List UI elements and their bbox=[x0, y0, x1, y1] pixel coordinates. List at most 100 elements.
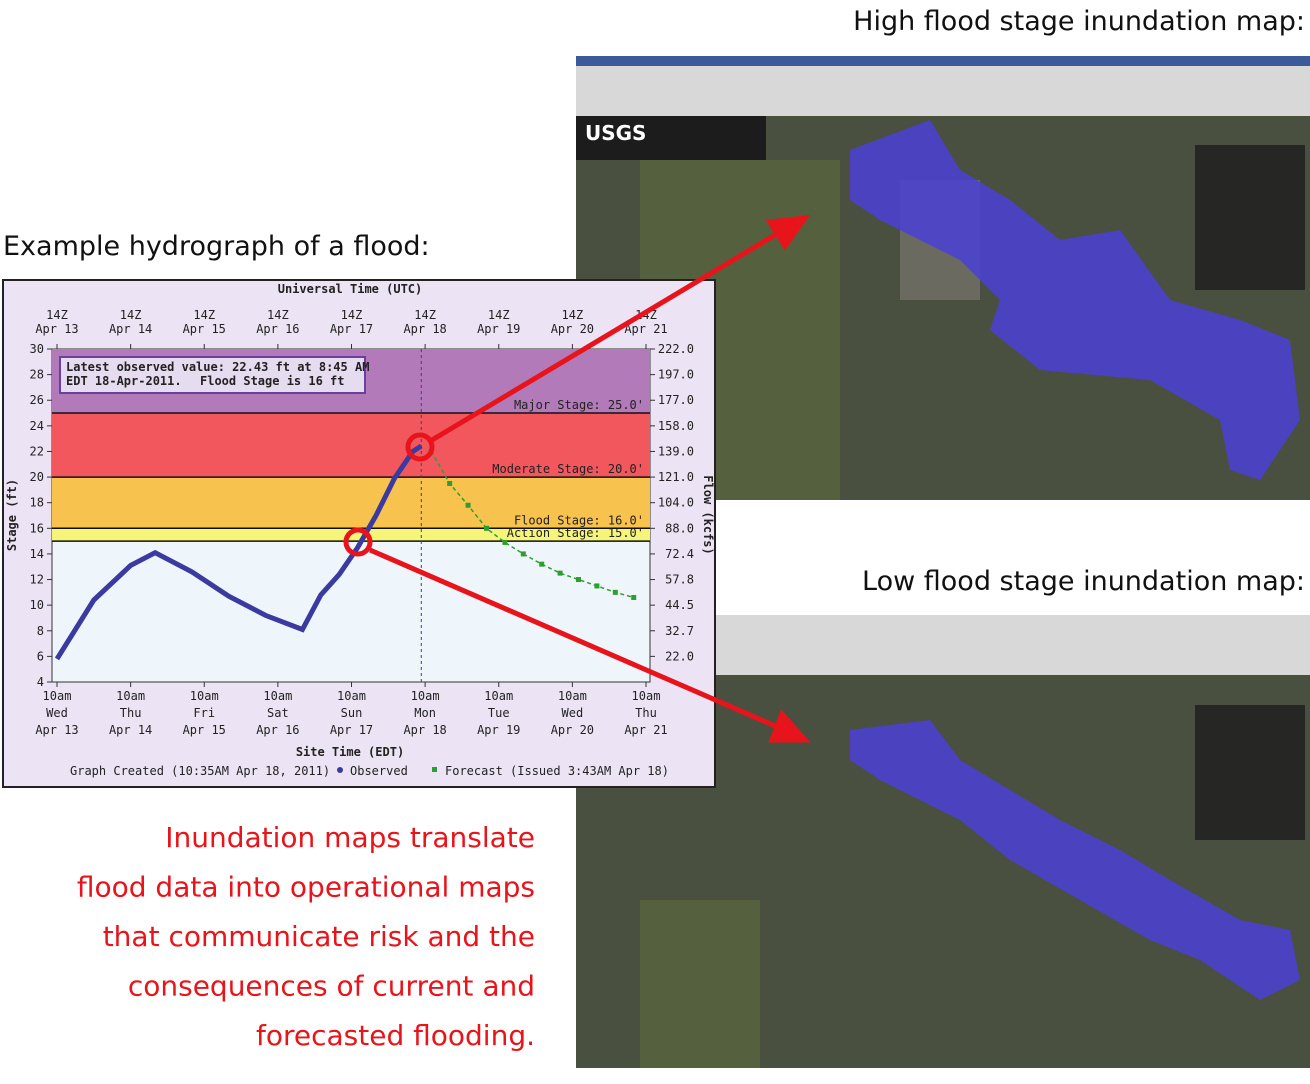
heading: Low flood stage inundation map: bbox=[862, 566, 1305, 597]
x-tick-label: 10am bbox=[116, 689, 145, 703]
x2-tick-label: Apr 13 bbox=[35, 322, 78, 336]
x2-tick-label: Apr 15 bbox=[183, 322, 226, 336]
x2-tick-label: 14Z bbox=[46, 308, 68, 322]
x2-tick-label: Apr 20 bbox=[551, 322, 594, 336]
forecast-point bbox=[594, 583, 600, 589]
x2-tick-label: 14Z bbox=[267, 308, 289, 322]
x-tick-label: Apr 14 bbox=[109, 723, 152, 737]
forecast-point bbox=[465, 502, 471, 508]
y-tick-label: 30 bbox=[30, 342, 44, 356]
y2-tick-label: 222.0 bbox=[658, 342, 694, 356]
forecast-point bbox=[557, 570, 563, 576]
forecast-point bbox=[502, 539, 508, 545]
x2-tick-label: 14Z bbox=[414, 308, 436, 322]
x-tick-label: Apr 15 bbox=[183, 723, 226, 737]
x-tick-label: Fri bbox=[193, 706, 215, 720]
svg-text:USGS: USGS bbox=[585, 121, 646, 145]
arrows bbox=[343, 214, 811, 743]
y-tick-label: 28 bbox=[30, 368, 44, 382]
y2-tick-label: 121.0 bbox=[658, 470, 694, 484]
x-tick-label: Apr 21 bbox=[624, 723, 667, 737]
caption-line: that communicate risk and the bbox=[103, 920, 535, 953]
x-axis-title: Site Time (EDT) bbox=[296, 745, 404, 759]
y-tick-label: 12 bbox=[30, 573, 44, 587]
legend-label: Observed bbox=[350, 764, 408, 778]
x2-tick-label: 14Z bbox=[488, 308, 510, 322]
y-tick-label: 6 bbox=[37, 649, 44, 663]
x-tick-label: Apr 20 bbox=[551, 723, 594, 737]
caption-line: flood data into operational maps bbox=[77, 871, 535, 904]
y-tick-label: 26 bbox=[30, 393, 44, 407]
y2-tick-label: 72.4 bbox=[665, 547, 694, 561]
forecast-point bbox=[576, 577, 582, 583]
x-tick-label: Thu bbox=[120, 706, 142, 720]
x2-tick-label: Apr 21 bbox=[624, 322, 667, 336]
y-tick-label: 16 bbox=[30, 521, 44, 535]
y-tick-label: 14 bbox=[30, 547, 44, 561]
annotation-note: Flood Stage is 16 ft bbox=[200, 374, 345, 388]
y2-tick-label: 139.0 bbox=[658, 444, 694, 458]
x-tick-label: 10am bbox=[263, 689, 292, 703]
annotation-line: EDT 18-Apr-2011. bbox=[66, 374, 182, 388]
x2-tick-label: 14Z bbox=[562, 308, 584, 322]
stage-label: Flood Stage: 16.0' bbox=[514, 513, 644, 527]
observed-line bbox=[54, 443, 423, 661]
x2-tick-label: 14Z bbox=[193, 308, 215, 322]
x-tick-label: Thu bbox=[635, 706, 657, 720]
y-axis-title: Stage (ft) bbox=[5, 479, 19, 551]
caption: Inundation maps translate flood data into… bbox=[77, 821, 535, 1052]
x-tick-label: 10am bbox=[337, 689, 366, 703]
x2-tick-label: 14Z bbox=[120, 308, 142, 322]
x-tick-label: Wed bbox=[562, 706, 584, 720]
hydrograph: Action Stage: 15.0'Flood Stage: 16.0' Mod… bbox=[2, 279, 716, 788]
legend-swatch bbox=[337, 767, 343, 773]
legend-swatch bbox=[432, 767, 437, 772]
y2-tick-label: 197.0 bbox=[658, 368, 694, 382]
y-tick-label: 8 bbox=[37, 624, 44, 638]
annotation-line: Latest observed value: 22.43 ft at 8:45 … bbox=[66, 360, 369, 374]
y2-tick-label: 32.7 bbox=[665, 624, 694, 638]
x2-tick-label: Apr 14 bbox=[109, 322, 152, 336]
forecast-point bbox=[483, 525, 489, 531]
x-tick-label: Sat bbox=[267, 706, 289, 720]
y2-tick-label: 44.5 bbox=[665, 598, 694, 612]
forecast-point bbox=[539, 561, 545, 567]
legend-label: Forecast (Issued 3:43AM Apr 18) bbox=[445, 764, 669, 778]
y-tick-label: 18 bbox=[30, 496, 44, 510]
y-tick-label: 20 bbox=[30, 470, 44, 484]
x-tick-label: 10am bbox=[632, 689, 661, 703]
y-tick-label: 4 bbox=[37, 675, 44, 689]
caption-line: Inundation maps translate bbox=[165, 821, 535, 854]
y2-tick-label: 22.0 bbox=[665, 649, 694, 663]
x-tick-label: Apr 16 bbox=[256, 723, 299, 737]
x-tick-label: Wed bbox=[46, 706, 68, 720]
top-axis-title: Universal Time (UTC) bbox=[278, 282, 423, 296]
stage-label: Action Stage: 15.0' bbox=[507, 526, 644, 540]
x-tick-label: Apr 19 bbox=[477, 723, 520, 737]
x-tick-label: Tue bbox=[488, 706, 510, 720]
forecast-point bbox=[612, 589, 618, 595]
x-tick-label: 10am bbox=[190, 689, 219, 703]
stage-label: Moderate Stage: 20.0' bbox=[492, 462, 644, 476]
y2-tick-label: 177.0 bbox=[658, 393, 694, 407]
y-tick-label: 10 bbox=[30, 598, 44, 612]
x-tick-label: 10am bbox=[411, 689, 440, 703]
x-tick-label: 10am bbox=[43, 689, 72, 703]
x2-tick-label: Apr 18 bbox=[403, 322, 446, 336]
x-tick-label: Apr 13 bbox=[35, 723, 78, 737]
x-tick-label: 10am bbox=[484, 689, 513, 703]
y-tick-label: 22 bbox=[30, 444, 44, 458]
forecast-line bbox=[430, 451, 634, 599]
forecast-point bbox=[631, 594, 637, 600]
annotation-box bbox=[59, 356, 366, 394]
y2-axis-title: Flow (kcfs) bbox=[701, 475, 715, 554]
caption-line: forecasted flooding. bbox=[256, 1019, 535, 1052]
x-tick-label: Apr 17 bbox=[330, 723, 373, 737]
y2-tick-label: 88.0 bbox=[665, 521, 694, 535]
stage-label: Major Stage: 25.0' bbox=[514, 398, 644, 412]
stage-band bbox=[52, 477, 650, 529]
heading: High flood stage inundation map: bbox=[853, 6, 1305, 37]
y2-tick-label: 104.0 bbox=[658, 496, 694, 510]
heading: Example hydrograph of a flood: bbox=[3, 231, 430, 262]
